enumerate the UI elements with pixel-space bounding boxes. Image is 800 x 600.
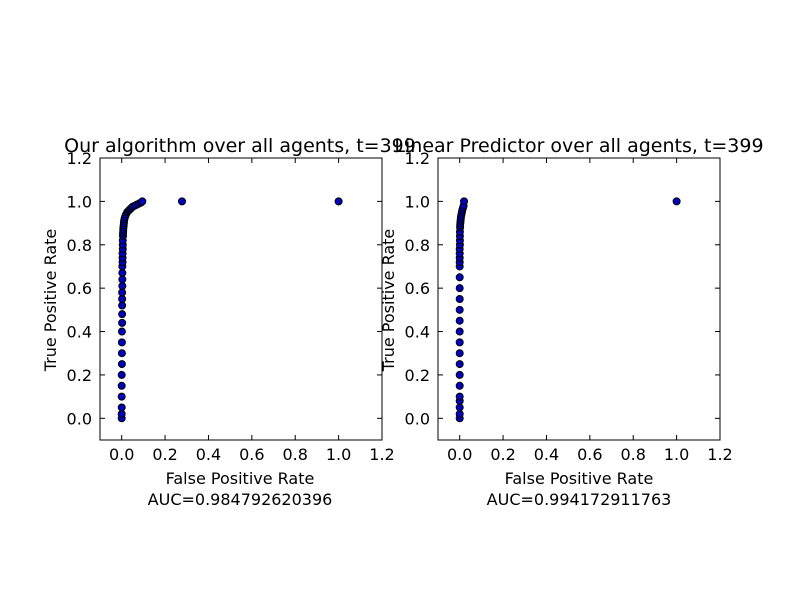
x-axis-label: False Positive Rate [166, 469, 315, 488]
data-point [455, 392, 464, 401]
y-tick-label: 0.8 [67, 236, 92, 255]
auc-label: AUC=0.984792620396 [148, 490, 333, 509]
y-tick-label: 0.4 [67, 323, 92, 342]
chart-title: Linear Predictor over all agents, t=399 [394, 135, 763, 157]
data-point [118, 281, 127, 290]
x-tick-label: 0.0 [109, 445, 134, 464]
scatter-points [117, 197, 343, 423]
x-tick-label: 0.4 [196, 445, 221, 464]
x-tick-label: 0.6 [239, 445, 264, 464]
x-tick-label: 1.2 [707, 445, 732, 464]
chart-panel-linear-predictor: Linear Predictor over all agents, t=399 … [379, 135, 764, 509]
scatter-points [455, 197, 681, 423]
data-point [455, 403, 464, 412]
data-point [455, 327, 464, 336]
data-point [118, 288, 127, 297]
plot-area-frame [437, 157, 721, 441]
data-point [117, 370, 126, 379]
plot-area-frame [99, 157, 383, 441]
data-point [117, 381, 126, 390]
data-point [118, 310, 127, 319]
data-point [117, 349, 126, 358]
y-tick-label: 1.0 [67, 192, 92, 211]
data-point [177, 197, 186, 206]
data-point [117, 327, 126, 336]
data-point [455, 316, 464, 325]
data-point [455, 284, 464, 293]
data-point [138, 197, 147, 206]
y-tick-label: 0.8 [405, 236, 430, 255]
data-point [118, 318, 127, 327]
y-axis-label: True Positive Rate [379, 229, 398, 373]
data-point [460, 197, 469, 206]
x-tick-label: 0.6 [577, 445, 602, 464]
y-tick-label: 0.4 [405, 323, 430, 342]
data-point [118, 268, 127, 277]
x-tick-label: 0.0 [447, 445, 472, 464]
chart-panel-our-algorithm: Our algorithm over all agents, t=399 0.0… [41, 135, 416, 509]
x-tick-label: 0.8 [621, 445, 646, 464]
x-tick-label: 0.8 [283, 445, 308, 464]
data-point [117, 338, 126, 347]
data-point [118, 301, 127, 310]
data-point [117, 360, 126, 369]
y-tick-label: 0.2 [67, 366, 92, 385]
data-point [118, 295, 127, 303]
data-point [455, 273, 464, 282]
y-tick-label: 1.0 [405, 192, 430, 211]
data-point [455, 305, 464, 314]
x-tick-label: 1.2 [369, 445, 394, 464]
y-tick-label: 0.6 [405, 279, 430, 298]
data-point [117, 403, 126, 412]
data-point [672, 197, 681, 206]
x-tick-label: 1.0 [326, 445, 351, 464]
y-tick-label: 0.2 [405, 366, 430, 385]
y-tick-label: 1.2 [405, 149, 430, 168]
data-point [455, 409, 464, 418]
ticks-group: 0.0 0.2 0.4 0.6 0.8 1.0 1.2 0.0 0.2 0.4 0.6 0.8 1.0 1… [67, 149, 395, 464]
x-tick-label: 0.4 [534, 445, 559, 464]
y-axis-label: True Positive Rate [41, 229, 60, 373]
data-point [334, 197, 343, 206]
auc-label: AUC=0.994172911763 [487, 490, 672, 509]
y-tick-label: 0.0 [405, 409, 430, 428]
data-point [455, 370, 464, 379]
x-tick-label: 1.0 [664, 445, 689, 464]
data-point [455, 349, 464, 358]
data-point [117, 392, 126, 401]
chart-title: Our algorithm over all agents, t=399 [64, 135, 416, 157]
x-tick-label: 0.2 [490, 445, 515, 464]
ticks-group: 0.0 0.2 0.4 0.6 0.8 1.0 1.2 0.0 0.2 0.4 0.6 0.8 1.0 1… [405, 149, 733, 464]
y-tick-label: 0.0 [67, 409, 92, 428]
data-point [118, 275, 127, 284]
data-point [455, 338, 464, 347]
y-tick-label: 0.6 [67, 279, 92, 298]
data-point [455, 295, 464, 303]
data-point [455, 360, 464, 369]
data-point [455, 381, 464, 390]
data-point [117, 409, 126, 418]
x-axis-label: False Positive Rate [505, 469, 654, 488]
y-tick-label: 1.2 [67, 149, 92, 168]
x-tick-label: 0.2 [152, 445, 177, 464]
